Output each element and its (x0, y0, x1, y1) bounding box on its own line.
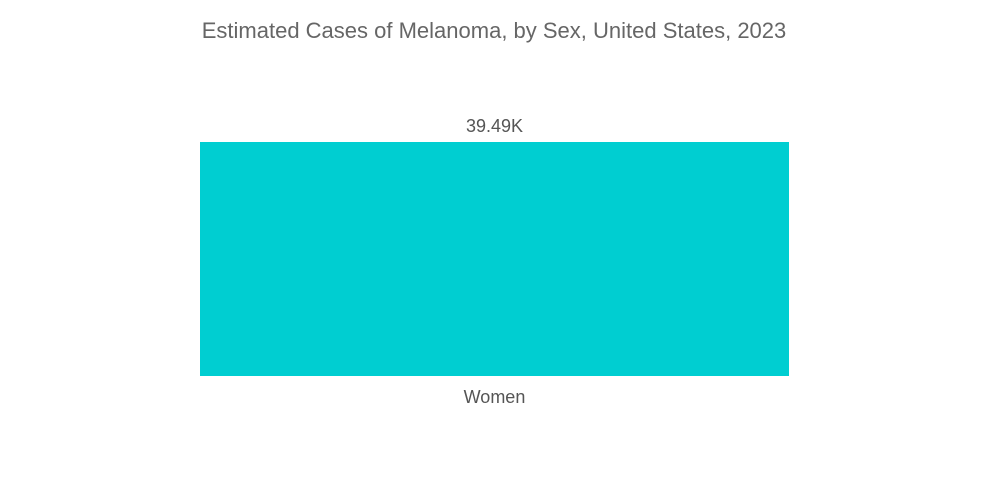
data-label-women: 39.49K (466, 116, 523, 136)
bar-women (200, 142, 789, 376)
x-tick-label-women: Women (464, 387, 526, 407)
chart-title: Estimated Cases of Melanoma, by Sex, Uni… (202, 18, 787, 43)
bars-group: 39.49K Women (200, 116, 789, 407)
